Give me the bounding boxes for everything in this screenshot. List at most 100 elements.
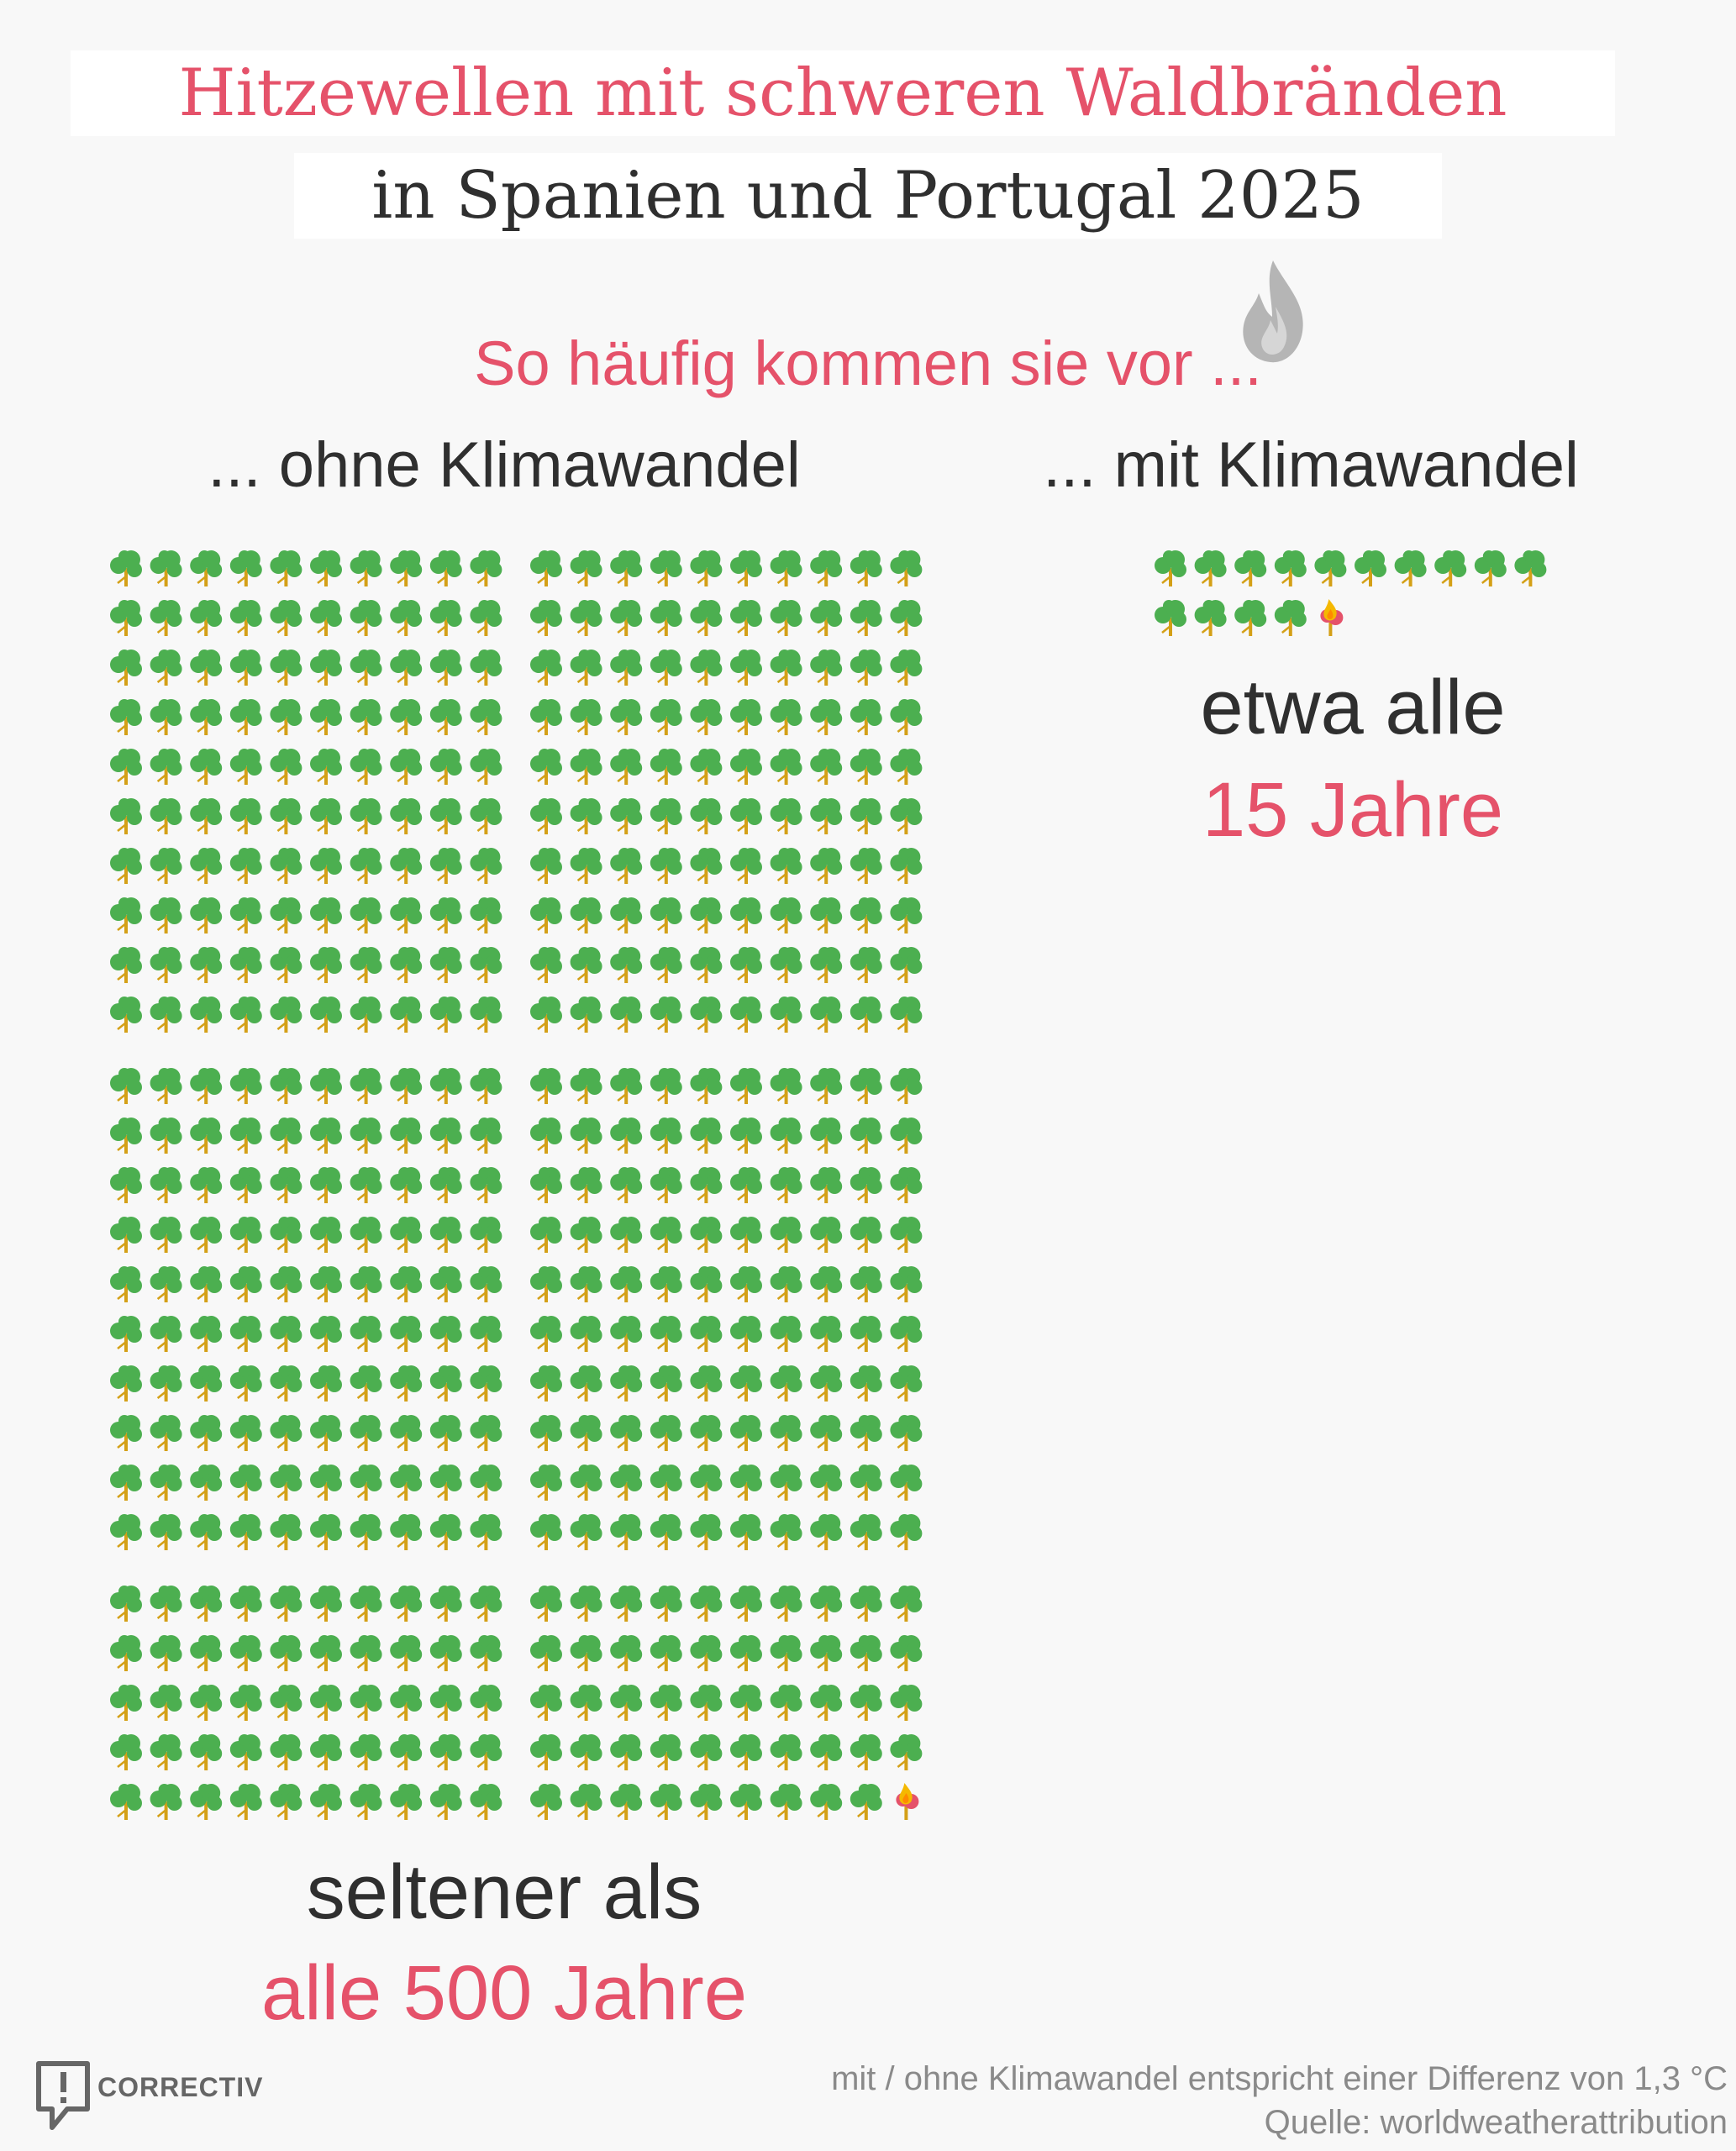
tree-icon [429,896,464,935]
tree-icon [569,1066,603,1106]
tree-icon [308,945,344,985]
tree-icon [808,1512,844,1552]
tree-icon [469,1683,503,1722]
tree-icon [429,1683,464,1722]
title-line-1: Hitzewellen mit schweren Waldbränden [71,50,1615,136]
tree-icon [649,1584,684,1623]
tree-icon [808,797,844,836]
tree-icon [769,1683,803,1722]
tree-icon [349,598,383,638]
tree-icon [569,1633,603,1673]
tree-icon [349,1633,383,1673]
tree-icon [1193,549,1228,588]
tree-icon [729,995,764,1034]
tree-icon [1473,549,1508,588]
tree-icon [149,1633,183,1673]
tree-icon [388,549,423,588]
tree-icon [849,1215,884,1254]
tree-icon [849,1512,884,1552]
tree-icon [649,1215,684,1254]
tree-icon [308,697,344,737]
tree-icon [469,846,503,886]
tree-icon [849,846,884,886]
tree-icon [849,896,884,935]
tree-icon [649,549,684,588]
tree-icon [649,1413,684,1453]
tree-icon [889,1413,923,1453]
tree-icon [889,1165,923,1205]
tree-icon [108,549,144,588]
tree-icon [108,1584,144,1623]
tree-icon [608,1066,644,1106]
tree-icon [229,846,264,886]
subtitle: So häufig kommen sie vor ... [474,329,1262,398]
tree-icon [469,1463,503,1502]
tree-icon [849,1116,884,1155]
tree-icon [529,797,564,836]
tree-icon [769,1782,803,1822]
tree-icon [569,1512,603,1552]
tree-icon [108,797,144,836]
tree-icon [608,1463,644,1502]
tree-icon [149,1364,183,1403]
tree-icon [469,1782,503,1822]
tree-icon [649,648,684,687]
tree-icon [769,1165,803,1205]
tree-icon [388,1314,423,1354]
tree-icon [188,1265,224,1304]
tree-icon [108,1364,144,1403]
tree-icon [149,896,183,935]
tree-icon [188,1683,224,1722]
tree-icon [808,1165,844,1205]
footer-source: Quelle: worldweatherattribution [1264,2104,1728,2141]
tree-icon [269,1215,303,1254]
tree-icon [769,1584,803,1623]
tree-icon [149,1165,183,1205]
tree-icon [1153,598,1188,638]
tree-icon [269,945,303,985]
title-line-2: in Spanien und Portugal 2025 [294,153,1442,239]
tree-icon [649,1116,684,1155]
tree-icon [529,1512,564,1552]
tree-icon [388,1782,423,1822]
tree-icon [608,945,644,985]
tree-icon [269,1733,303,1772]
tree-icon [889,1584,923,1623]
tree-icon [649,1165,684,1205]
tree-icon [108,1066,144,1106]
tree-icon [569,549,603,588]
tree-icon [469,1413,503,1453]
tree-icon [108,1116,144,1155]
tree-icon [889,1683,923,1722]
tree-icon [608,1314,644,1354]
tree-icon [689,598,723,638]
tree-icon [889,1364,923,1403]
tree-icon [849,549,884,588]
tree-icon [308,1782,344,1822]
tree-icon [649,1463,684,1502]
tree-icon [469,747,503,786]
tree-icon [388,945,423,985]
tree-icon [149,1463,183,1502]
tree-icon [689,1733,723,1772]
tree-icon [388,797,423,836]
tree-icon [689,1116,723,1155]
tree-icon [269,648,303,687]
tree-icon [769,1215,803,1254]
tree-icon [729,1314,764,1354]
tree-icon [569,1733,603,1772]
tree-icon [108,1165,144,1205]
tree-icon [188,1314,224,1354]
tree-icon [849,945,884,985]
tree-icon [349,1512,383,1552]
footer-note: mit / ohne Klimawandel entspricht einer … [831,2060,1728,2097]
tree-icon [529,1314,564,1354]
tree-icon [889,697,923,737]
tree-icon [889,747,923,786]
tree-icon [149,846,183,886]
tree-icon [649,598,684,638]
tree-icon [529,549,564,588]
tree-icon [689,896,723,935]
tree-icon [529,1066,564,1106]
tree-icon [889,549,923,588]
